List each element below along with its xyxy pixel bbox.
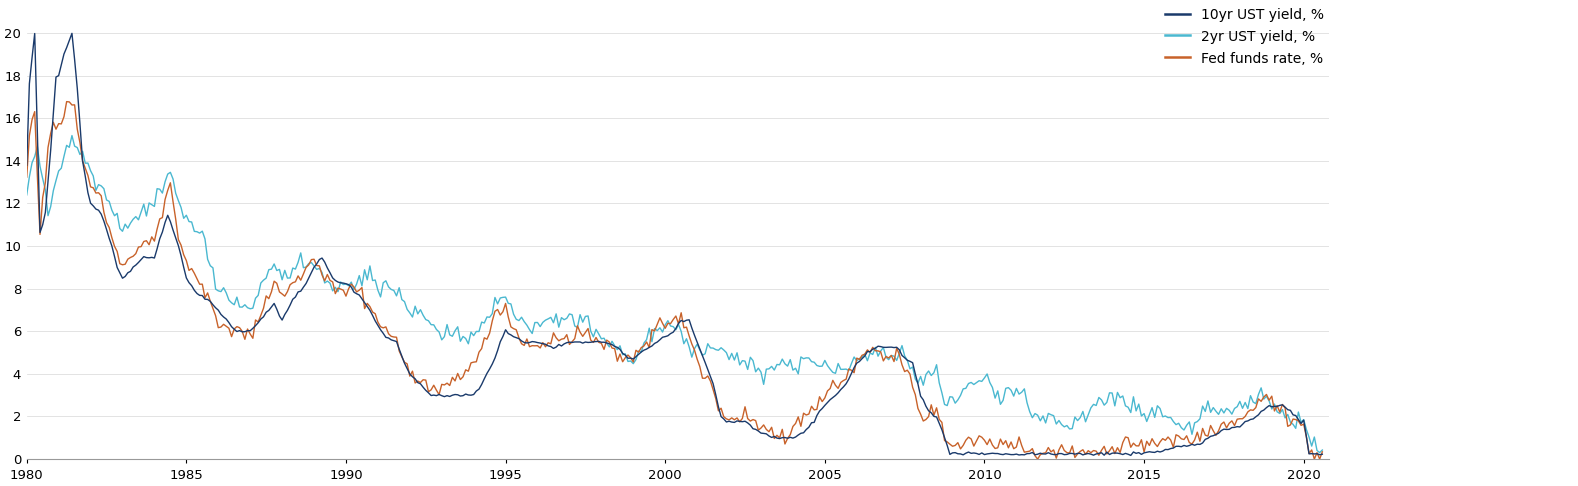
Legend: 10yr UST yield, %, 2yr UST yield, %, Fed funds rate, %: 10yr UST yield, %, 2yr UST yield, %, Fed… <box>1158 3 1329 71</box>
10yr UST yield, % <box>1030 418 1049 424</box>
Fed funds rate, % <box>715 416 734 422</box>
Line: 2yr UST yield, %: 2yr UST yield, % <box>27 102 1322 459</box>
Fed funds rate, % <box>1313 451 1332 457</box>
10yr UST yield, % <box>451 338 470 344</box>
Fed funds rate, % <box>174 264 193 270</box>
2yr UST yield, % <box>1010 434 1029 440</box>
Line: Fed funds rate, %: Fed funds rate, % <box>27 34 1322 455</box>
2yr UST yield, % <box>1034 451 1053 456</box>
2yr UST yield, % <box>174 252 193 258</box>
2yr UST yield, % <box>451 377 470 382</box>
10yr UST yield, % <box>17 192 36 198</box>
10yr UST yield, % <box>1010 391 1029 397</box>
Fed funds rate, % <box>1030 451 1049 456</box>
2yr UST yield, % <box>57 99 76 104</box>
2yr UST yield, % <box>1220 420 1239 426</box>
10yr UST yield, % <box>174 215 193 221</box>
2yr UST yield, % <box>17 174 36 180</box>
10yr UST yield, % <box>715 347 734 353</box>
Fed funds rate, % <box>1122 452 1141 458</box>
2yr UST yield, % <box>1029 456 1048 462</box>
2yr UST yield, % <box>715 414 734 419</box>
10yr UST yield, % <box>1310 450 1329 455</box>
Line: 10yr UST yield, %: 10yr UST yield, % <box>27 136 1322 452</box>
Fed funds rate, % <box>1010 452 1029 458</box>
Fed funds rate, % <box>451 393 470 399</box>
Fed funds rate, % <box>17 162 36 168</box>
2yr UST yield, % <box>1313 449 1332 455</box>
10yr UST yield, % <box>1217 405 1236 411</box>
Fed funds rate, % <box>1220 426 1239 432</box>
Fed funds rate, % <box>63 31 82 36</box>
10yr UST yield, % <box>1313 447 1332 453</box>
10yr UST yield, % <box>63 133 82 139</box>
